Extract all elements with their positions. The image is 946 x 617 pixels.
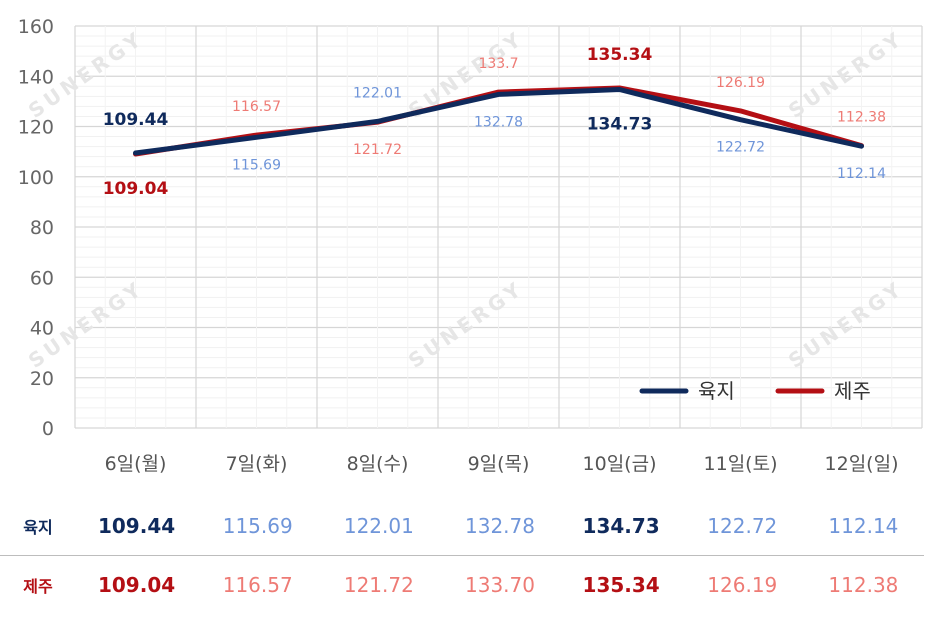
y-tick-label: 40 <box>30 318 54 340</box>
x-tick-label: 10일(금) <box>583 453 657 475</box>
x-tick-label: 6일(월) <box>105 453 167 475</box>
y-tick-label: 80 <box>30 217 54 239</box>
data-table: 육지 109.44 115.69 122.01 132.78 134.73 122.72 11… <box>0 497 924 614</box>
data-label-jeju: 135.34 <box>587 45 653 65</box>
data-label-land: 109.44 <box>103 110 169 130</box>
data-label-jeju: 109.04 <box>103 179 169 199</box>
y-axis-tick-labels: 0 20 40 60 80 100 120 140 160 <box>18 16 54 440</box>
table-cell: 134.73 <box>560 497 682 556</box>
x-tick-label: 12일(일) <box>825 453 899 475</box>
table-cell: 126.19 <box>707 573 778 597</box>
table-row-label: 제주 <box>23 577 53 596</box>
table-cell: 115.69 <box>197 497 319 556</box>
table-cell: 112.38 <box>828 573 899 597</box>
x-tick-label: 8일(수) <box>347 453 409 475</box>
table-cell: 122.72 <box>681 497 803 556</box>
table-cell: 133.70 <box>465 573 535 597</box>
x-tick-label: 11일(토) <box>704 453 778 475</box>
y-tick-label: 60 <box>30 267 54 289</box>
legend-label: 제주 <box>834 379 871 403</box>
data-table-body: 육지 109.44 115.69 122.01 132.78 134.73 122.72 11… <box>0 497 924 614</box>
data-label-land: 132.78 <box>474 114 523 130</box>
table-cell: 109.04 <box>97 573 176 597</box>
y-tick-label: 20 <box>30 368 54 390</box>
y-tick-label: 160 <box>18 16 54 38</box>
data-label-jeju: 116.57 <box>232 99 281 115</box>
series-line-land <box>133 87 864 156</box>
data-label-land: 122.72 <box>716 140 765 156</box>
y-tick-label: 0 <box>42 418 54 440</box>
x-tick-label: 7일(화) <box>226 453 288 475</box>
data-label-jeju: 133.7 <box>478 56 518 72</box>
table-cell: 109.44 <box>76 497 198 556</box>
data-label-land: 122.01 <box>353 85 402 101</box>
data-label-land: 115.69 <box>232 157 281 173</box>
table-row-label: 육지 <box>0 497 76 556</box>
watermark-text: SUNERGY <box>784 26 908 123</box>
legend: 육지 제주 <box>639 379 871 403</box>
data-labels: 109.44 109.04 115.69 116.57 122.01 121.72 132.… <box>103 45 886 199</box>
table-cell: 132.78 <box>439 497 561 556</box>
table-row: 육지 109.44 115.69 122.01 132.78 134.73 122.72 11… <box>0 497 924 556</box>
y-tick-label: 120 <box>18 117 54 139</box>
table-cell: 116.57 <box>222 573 293 597</box>
data-label-jeju: 126.19 <box>716 75 765 91</box>
data-label-jeju: 121.72 <box>353 142 402 158</box>
data-label-land: 112.14 <box>837 166 886 182</box>
x-axis-tick-labels: 6일(월) 7일(화) 8일(수) 9일(목) 10일(금) 11일(토) 12일(일) <box>105 453 899 475</box>
data-label-land: 134.73 <box>587 114 653 134</box>
table-cell: 122.01 <box>318 497 440 556</box>
x-tick-label: 9일(목) <box>468 453 530 475</box>
series-lines <box>133 85 864 157</box>
legend-label: 육지 <box>698 379 735 403</box>
y-tick-label: 100 <box>18 167 54 189</box>
watermark-text: SUNERGY <box>784 276 908 373</box>
table-cell: 135.34 <box>582 573 660 597</box>
data-label-jeju: 112.38 <box>837 110 886 126</box>
watermark-text: SUNERGY <box>404 276 528 373</box>
y-tick-label: 140 <box>18 66 54 88</box>
table-cell: 121.72 <box>343 573 414 597</box>
watermark-text: SUNERGY <box>404 26 528 123</box>
table-row: 제주 109.04 116.57 121.72 133.70 135.34 126.19 11… <box>0 556 924 615</box>
table-cell: 112.14 <box>802 497 924 556</box>
